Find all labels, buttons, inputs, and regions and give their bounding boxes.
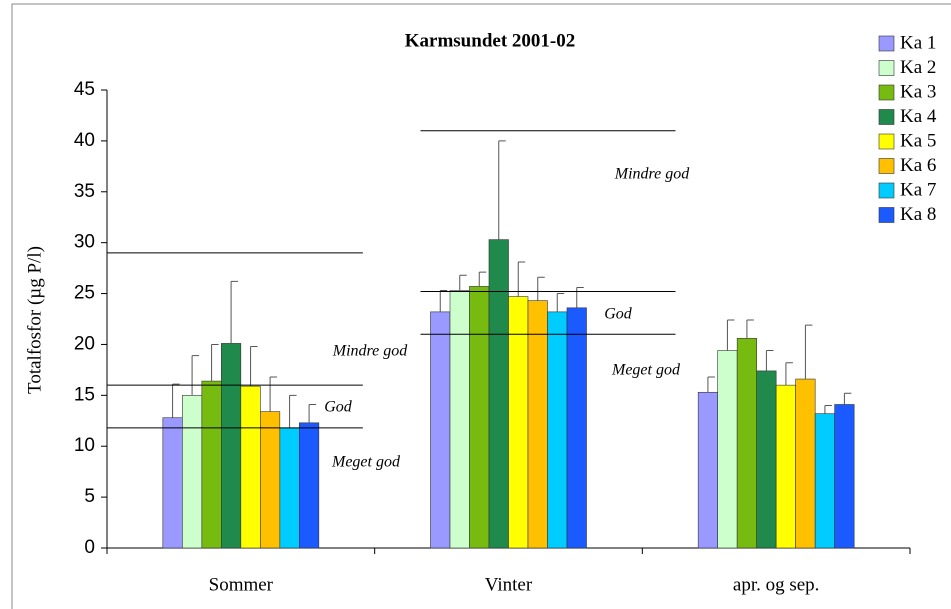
error-bar bbox=[576, 286, 584, 308]
annotation: God bbox=[604, 306, 633, 323]
error-bar bbox=[459, 274, 467, 291]
error-bar bbox=[537, 276, 545, 301]
bar bbox=[814, 413, 835, 549]
error-bar bbox=[230, 280, 239, 344]
y-tick-label: 35 bbox=[74, 181, 95, 202]
error-bar bbox=[478, 271, 487, 287]
error-bar bbox=[172, 383, 180, 418]
error-bar bbox=[843, 392, 852, 405]
bar bbox=[547, 311, 568, 549]
annotation: Meget god bbox=[331, 454, 401, 471]
error-bar bbox=[746, 319, 754, 339]
bar bbox=[736, 338, 757, 549]
bar bbox=[488, 239, 509, 549]
y-tick-label: 25 bbox=[74, 283, 95, 304]
legend-label: Ka 7 bbox=[900, 179, 936, 200]
legend-swatch bbox=[878, 158, 895, 174]
error-bar bbox=[707, 376, 715, 393]
x-tick-label: apr. og sep. bbox=[733, 574, 820, 595]
error-bar bbox=[824, 405, 832, 414]
bar bbox=[201, 380, 222, 549]
legend-swatch bbox=[878, 182, 895, 199]
x-tick-label: Sommer bbox=[209, 574, 274, 595]
y-tick-label: 20 bbox=[74, 333, 95, 354]
y-tick-label: 5 bbox=[84, 486, 95, 507]
bar bbox=[566, 307, 587, 549]
y-tick-label: 0 bbox=[84, 537, 95, 558]
error-bar bbox=[439, 290, 448, 312]
bar bbox=[430, 311, 451, 549]
y-tick-label: 30 bbox=[74, 232, 95, 253]
bar bbox=[449, 290, 470, 549]
legend-label: Ka 6 bbox=[900, 155, 936, 176]
chart-title: Karmsundet 2001-02 bbox=[405, 30, 575, 51]
legend-swatch bbox=[878, 60, 895, 76]
bar bbox=[756, 370, 777, 549]
bar bbox=[469, 286, 490, 549]
bar bbox=[260, 411, 281, 549]
error-bar bbox=[191, 355, 200, 396]
error-bar bbox=[726, 319, 735, 351]
y-tick-label: 40 bbox=[74, 130, 95, 151]
y-tick-label: 45 bbox=[74, 79, 95, 100]
error-bar bbox=[308, 403, 317, 423]
error-bar bbox=[785, 362, 793, 386]
legend-label: Ka 2 bbox=[900, 57, 936, 78]
annotation: Mindre god bbox=[614, 166, 691, 183]
error-bar bbox=[765, 350, 774, 371]
legend-swatch bbox=[878, 35, 895, 52]
y-tick-label: 10 bbox=[74, 435, 95, 456]
bar bbox=[299, 422, 320, 549]
legend-swatch bbox=[878, 207, 895, 223]
bar bbox=[162, 417, 183, 549]
error-bar bbox=[250, 345, 258, 387]
bar bbox=[182, 395, 203, 549]
bar bbox=[697, 391, 718, 549]
annotation: God bbox=[324, 399, 353, 416]
error-bar bbox=[517, 261, 526, 297]
bar bbox=[240, 385, 261, 549]
legend-swatch bbox=[878, 109, 895, 125]
legend-label: Ka 8 bbox=[900, 204, 936, 225]
legend-label: Ka 1 bbox=[900, 32, 936, 53]
bar bbox=[279, 427, 300, 549]
bar bbox=[775, 384, 796, 549]
legend-label: Ka 5 bbox=[900, 130, 936, 151]
y-tick-label: 15 bbox=[74, 384, 95, 405]
bar bbox=[221, 343, 242, 549]
frame bbox=[11, 3, 951, 609]
bar bbox=[527, 300, 548, 549]
bar bbox=[717, 350, 738, 549]
y-axis-label: Totalfosfor (µg P/l) bbox=[24, 246, 45, 394]
error-bar bbox=[269, 376, 278, 412]
x-tick-label: Vinter bbox=[485, 574, 533, 595]
legend-label: Ka 3 bbox=[900, 81, 936, 102]
legend-swatch bbox=[878, 84, 895, 101]
error-bar bbox=[211, 343, 219, 382]
legend-swatch bbox=[878, 133, 895, 150]
annotation: Meget god bbox=[611, 362, 681, 379]
bar bbox=[795, 378, 816, 549]
error-bar bbox=[498, 140, 506, 240]
error-bar bbox=[556, 293, 565, 312]
bar bbox=[834, 404, 855, 549]
legend-label: Ka 4 bbox=[900, 106, 937, 127]
annotation: Mindre god bbox=[332, 343, 409, 360]
error-bar bbox=[804, 324, 813, 380]
error-bar bbox=[289, 394, 297, 428]
